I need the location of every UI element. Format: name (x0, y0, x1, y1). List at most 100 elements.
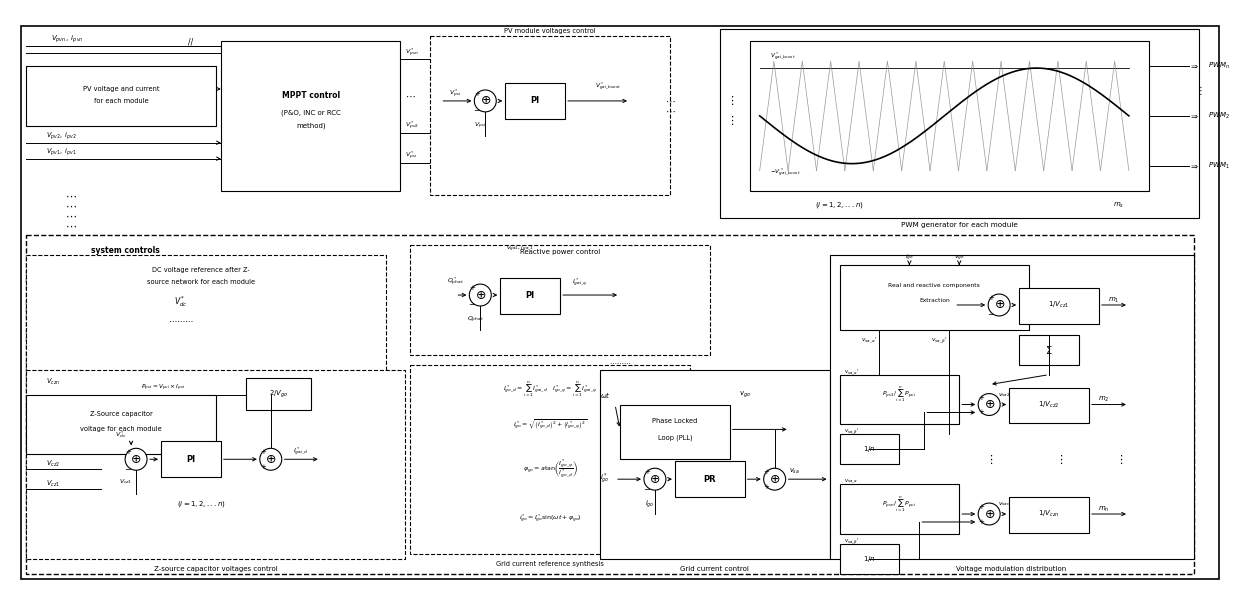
Text: $\cdots$: $\cdots$ (665, 96, 676, 106)
Text: +: + (978, 519, 985, 525)
Text: $\omega t$: $\omega t$ (600, 390, 610, 400)
Text: $V_{pvi}$: $V_{pvi}$ (474, 121, 487, 131)
Text: +: + (978, 504, 985, 510)
Text: $I^*_{go\_d}=\sum_{i=1}^{n}I^*_{gai\_d}\ \ \ I^*_{go\_q}=\sum_{i=1}^{n}I^*_{gai\: $I^*_{go\_d}=\sum_{i=1}^{n}I^*_{gai\_d}\… (503, 380, 598, 399)
Text: +: + (978, 409, 985, 415)
Text: $-V^*_{gai\_boost}$: $-V^*_{gai\_boost}$ (770, 167, 801, 178)
Text: +: + (470, 285, 475, 291)
FancyBboxPatch shape (1009, 388, 1089, 423)
FancyBboxPatch shape (600, 370, 830, 559)
Text: $m_1$: $m_1$ (1109, 295, 1120, 305)
Text: +: + (644, 469, 650, 475)
Text: $\oplus$: $\oplus$ (650, 473, 661, 485)
Text: +: + (260, 449, 265, 455)
Text: $\vdots$: $\vdots$ (1055, 453, 1063, 466)
Text: $m_s$: $m_s$ (1114, 201, 1125, 210)
Text: $v_{sa\_\alpha}$: $v_{sa\_\alpha}$ (844, 478, 858, 485)
Text: //: // (188, 38, 193, 46)
Text: $\cdots\cdots\cdots$: $\cdots\cdots\cdots$ (609, 359, 631, 365)
Text: $\vdots$: $\vdots$ (1195, 84, 1203, 98)
Text: $\cdots$: $\cdots$ (66, 220, 77, 230)
FancyBboxPatch shape (839, 434, 899, 464)
Text: $PWM_1$: $PWM_1$ (1208, 160, 1230, 171)
Text: $V^*_{dc}$: $V^*_{dc}$ (175, 294, 187, 309)
Text: $v_{sa\_\beta}$${}^{\prime}$: $v_{sa\_\beta}$${}^{\prime}$ (931, 335, 947, 345)
Circle shape (260, 448, 281, 470)
Text: $P_{pvn}/\sum_{i=1}^{n}P_{pvi}$: $P_{pvn}/\sum_{i=1}^{n}P_{pvi}$ (882, 494, 916, 514)
Text: $\Rightarrow$: $\Rightarrow$ (1189, 161, 1199, 170)
Text: $V_{pvn},\ i_{pvn}$: $V_{pvn},\ i_{pvn}$ (51, 33, 84, 45)
Text: $\oplus$: $\oplus$ (769, 473, 780, 485)
Text: PV module voltages control: PV module voltages control (505, 28, 596, 34)
Text: PI: PI (531, 96, 539, 106)
Text: $v_{sa\_\alpha}$${}^{\prime}$: $v_{sa\_\alpha}$${}^{\prime}$ (844, 367, 859, 376)
Text: $V_{cz2}$: $V_{cz2}$ (46, 459, 61, 469)
Text: Grid current reference synthesis: Grid current reference synthesis (496, 561, 604, 567)
Text: $\Rightarrow$: $\Rightarrow$ (1189, 62, 1199, 71)
Text: $v_{go}$: $v_{go}$ (739, 390, 750, 400)
Circle shape (475, 90, 496, 112)
Text: $v_{san}$: $v_{san}$ (998, 500, 1011, 508)
Text: $m_n$: $m_n$ (1099, 505, 1110, 514)
Text: PI: PI (186, 455, 196, 464)
Text: $\cdots$: $\cdots$ (66, 200, 77, 210)
Text: $v_{sa\_\beta}$${}^{\prime}$: $v_{sa\_\beta}$${}^{\prime}$ (844, 536, 859, 546)
Text: $1/n$: $1/n$ (863, 554, 875, 564)
Text: DC voltage reference after Z-: DC voltage reference after Z- (153, 267, 249, 273)
Text: $\cdots$: $\cdots$ (405, 91, 415, 101)
Text: source network for each module: source network for each module (146, 279, 255, 285)
Text: $i^*_{go}=I^*_{go}\sin\!\left(\omega t+\varphi_{go}\right)$: $i^*_{go}=I^*_{go}\sin\!\left(\omega t+\… (518, 513, 582, 525)
Text: $2/V_{go}$: $2/V_{go}$ (269, 389, 289, 400)
Text: system controls: system controls (92, 246, 160, 254)
Text: $\oplus$: $\oplus$ (983, 398, 994, 411)
FancyBboxPatch shape (26, 255, 386, 374)
Text: +: + (988, 295, 994, 301)
Text: Real and reactive components: Real and reactive components (888, 283, 980, 288)
Text: +: + (260, 464, 265, 470)
FancyBboxPatch shape (1009, 497, 1089, 533)
Text: $I^*_{gai\_d}$: $I^*_{gai\_d}$ (293, 446, 309, 457)
Text: MPPT control: MPPT control (281, 92, 340, 101)
Text: $Q_{phat}$: $Q_{phat}$ (466, 315, 484, 325)
Text: $\Sigma$: $\Sigma$ (1045, 344, 1053, 356)
Text: Loop (PLL): Loop (PLL) (657, 434, 692, 441)
Text: $-$: $-$ (469, 298, 476, 308)
Text: PI: PI (526, 291, 534, 300)
FancyBboxPatch shape (1019, 288, 1099, 324)
Circle shape (978, 503, 1001, 525)
Text: $-$: $-$ (124, 463, 133, 472)
FancyBboxPatch shape (26, 66, 216, 126)
Text: $V^*_{pv2}$: $V^*_{pv2}$ (405, 120, 419, 132)
Text: $i_{ge}$: $i_{ge}$ (905, 253, 914, 264)
Text: $V^*_{pvi}$: $V^*_{pvi}$ (449, 88, 461, 100)
Text: PV voltage and current: PV voltage and current (83, 86, 160, 92)
FancyBboxPatch shape (410, 365, 689, 554)
Text: $\Rightarrow$: $\Rightarrow$ (1189, 112, 1199, 121)
Text: $v_{sa2}$: $v_{sa2}$ (998, 391, 1011, 399)
Text: $P_{pvi}=V_{pvi}\times I_{pvi}$: $P_{pvi}=V_{pvi}\times I_{pvi}$ (141, 382, 186, 393)
Text: $\cdots$: $\cdots$ (665, 106, 676, 116)
Text: $V_{cz1}$: $V_{cz1}$ (46, 479, 61, 489)
FancyBboxPatch shape (839, 484, 960, 534)
Text: Extraction: Extraction (919, 297, 950, 303)
Text: $\vdots$: $\vdots$ (725, 95, 734, 107)
FancyBboxPatch shape (500, 278, 560, 314)
Text: $PWM_n$: $PWM_n$ (1208, 61, 1230, 71)
Text: $1/V_{cz2}$: $1/V_{cz2}$ (1038, 399, 1060, 409)
Text: $1/V_{cz1}$: $1/V_{cz1}$ (1048, 300, 1070, 310)
Text: $v_{sa\_\alpha}$${}^{\prime}$: $v_{sa\_\alpha}$${}^{\prime}$ (862, 335, 878, 344)
Text: $Q^*_{phat}$: $Q^*_{phat}$ (446, 276, 464, 288)
Text: $-$: $-$ (642, 482, 651, 491)
Text: $(i=1,2,...n)$: $(i=1,2,...n)$ (815, 200, 864, 210)
Text: $\vdots$: $\vdots$ (1115, 453, 1123, 466)
Text: $-$: $-$ (987, 309, 996, 317)
FancyBboxPatch shape (620, 405, 730, 459)
FancyBboxPatch shape (161, 441, 221, 477)
Text: $V_{czn}$: $V_{czn}$ (46, 376, 61, 387)
Text: $(i=1,2,...n)$: $(i=1,2,...n)$ (176, 499, 226, 509)
Text: $I^*_{go}=\sqrt{\left(I^*_{go\_d}\right)^2+\left(I^*_{go\_q}\right)^2}$: $I^*_{go}=\sqrt{\left(I^*_{go\_d}\right)… (513, 417, 588, 432)
FancyBboxPatch shape (830, 255, 1194, 559)
Text: $i_{go}$: $i_{go}$ (645, 498, 655, 510)
Text: $v_{ge}$: $v_{ge}$ (954, 254, 965, 263)
Text: method): method) (296, 122, 326, 129)
